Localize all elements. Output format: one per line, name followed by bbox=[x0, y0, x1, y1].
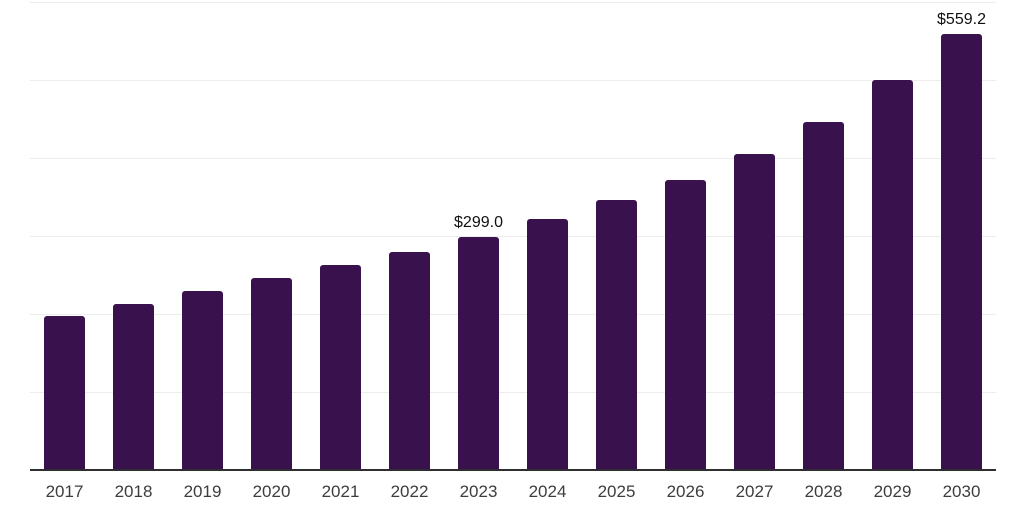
bar-group-2024 bbox=[513, 2, 582, 470]
bar-group-2029 bbox=[858, 2, 927, 470]
bar-value-label-2023: $299.0 bbox=[454, 213, 503, 231]
bar-group-2027 bbox=[720, 2, 789, 470]
bar-group-2030: $559.2 bbox=[927, 2, 996, 470]
x-tick-label-2023: 2023 bbox=[459, 482, 498, 501]
bar-2018 bbox=[113, 304, 154, 470]
bar-group-2028 bbox=[789, 2, 858, 470]
bar-group-2026 bbox=[651, 2, 720, 470]
x-tick-label-2018: 2018 bbox=[114, 482, 153, 501]
bar-group-2022 bbox=[375, 2, 444, 470]
bar-2029 bbox=[872, 80, 913, 470]
bar-2024 bbox=[527, 219, 568, 470]
bar-value-label-2030: $559.2 bbox=[937, 10, 986, 28]
x-tick-label-2030: 2030 bbox=[942, 482, 981, 501]
bar-2020 bbox=[251, 277, 292, 470]
x-tick-label-2017: 2017 bbox=[45, 482, 84, 501]
gridline-400 bbox=[30, 157, 996, 159]
bar-group-2017 bbox=[30, 2, 99, 470]
bar-2021 bbox=[320, 265, 361, 470]
bar-2017 bbox=[44, 316, 85, 470]
x-tick-label-2020: 2020 bbox=[252, 482, 291, 501]
bar-2022 bbox=[389, 252, 430, 470]
plot-area: $299.0 $559.2 bbox=[30, 2, 996, 471]
bar-2025 bbox=[596, 199, 637, 470]
bar-2026 bbox=[665, 179, 706, 470]
x-tick-label-2022: 2022 bbox=[390, 482, 429, 501]
x-tick-label-2027: 2027 bbox=[735, 482, 774, 501]
gridline-100 bbox=[30, 392, 996, 393]
bar-group-2023: $299.0 bbox=[444, 2, 513, 470]
bar-group-2018 bbox=[99, 2, 168, 470]
x-tick-label-2028: 2028 bbox=[804, 482, 843, 501]
bars-layer: $299.0 $559.2 bbox=[30, 2, 996, 470]
x-tick-label-2026: 2026 bbox=[666, 482, 705, 501]
x-tick-label-2019: 2019 bbox=[183, 482, 222, 501]
x-tick-label-2029: 2029 bbox=[873, 482, 912, 501]
x-axis-line bbox=[30, 469, 996, 471]
x-tick-label-2025: 2025 bbox=[597, 482, 636, 501]
bar-2019 bbox=[182, 291, 223, 470]
x-axis-tick-labels: 2017 2018 2019 2020 2021 2022 2023 2024 2025 2026… bbox=[30, 482, 996, 502]
bar-2023 bbox=[458, 236, 499, 470]
x-tick-label-2021: 2021 bbox=[321, 482, 360, 501]
gridline-600 bbox=[30, 2, 996, 3]
bar-2027 bbox=[734, 154, 775, 470]
gridline-500 bbox=[30, 79, 996, 81]
bar-2030 bbox=[941, 33, 982, 470]
gridline-300 bbox=[30, 236, 996, 237]
bar-group-2021 bbox=[306, 2, 375, 470]
bar-2028 bbox=[803, 121, 844, 470]
bar-group-2019 bbox=[168, 2, 237, 470]
x-tick-label-2024: 2024 bbox=[528, 482, 567, 501]
bar-group-2025 bbox=[582, 2, 651, 470]
gridline-200 bbox=[30, 313, 996, 315]
bar-group-2020 bbox=[237, 2, 306, 470]
